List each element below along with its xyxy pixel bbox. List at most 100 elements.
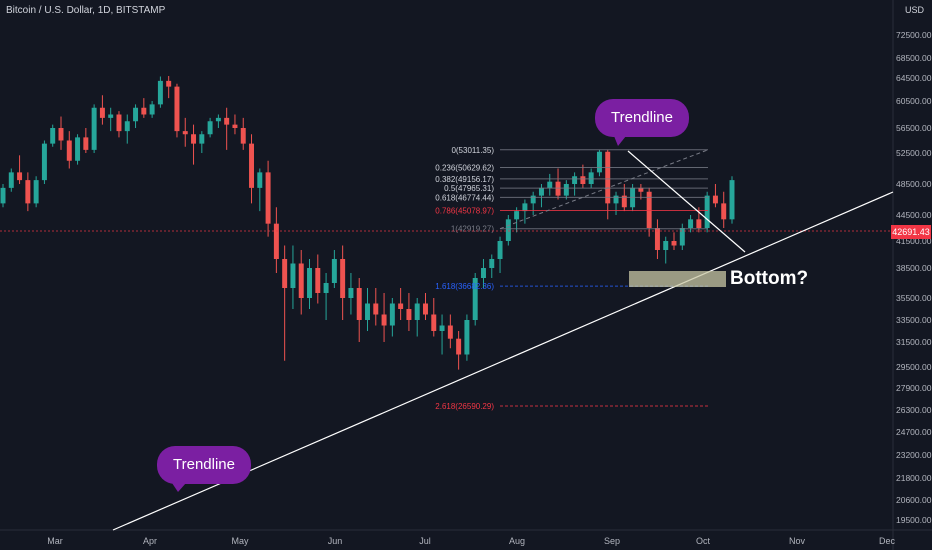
candle xyxy=(423,293,428,320)
candle xyxy=(215,114,221,128)
candle xyxy=(605,149,611,220)
candle xyxy=(25,172,31,212)
candle xyxy=(282,245,288,361)
chart-title: Bitcoin / U.S. Dollar, 1D, BITSTAMP xyxy=(6,5,166,16)
candle xyxy=(240,117,246,150)
bottom-zone xyxy=(629,271,726,287)
candle xyxy=(480,259,486,288)
candle xyxy=(538,184,544,208)
x-tick-label: Jun xyxy=(328,536,343,546)
candle xyxy=(315,254,321,304)
y-tick-label: 64500.00 xyxy=(896,73,932,83)
x-tick-label: Oct xyxy=(696,536,711,546)
candle xyxy=(298,250,304,315)
x-tick-label: Apr xyxy=(143,536,157,546)
candle xyxy=(704,191,710,233)
candle xyxy=(596,149,602,177)
y-tick-label: 24700.00 xyxy=(896,427,932,437)
candle xyxy=(166,76,172,99)
candle xyxy=(381,293,387,342)
fib-diagonal xyxy=(499,149,709,230)
price-axis: 72500.00 68500.00 64500.00 60500.00 56500.00… xyxy=(896,30,932,525)
y-tick-label: 48500.00 xyxy=(896,179,932,189)
x-tick-label: Dec xyxy=(879,536,896,546)
candle xyxy=(116,111,122,138)
candle xyxy=(323,273,329,320)
x-tick-label: Jul xyxy=(419,536,431,546)
candle xyxy=(431,298,437,337)
y-tick-label: 35500.00 xyxy=(896,293,932,303)
candle xyxy=(75,134,81,165)
candle xyxy=(721,191,727,228)
fib-level-label: 1.618(36682.36) xyxy=(435,282,494,291)
candle xyxy=(389,298,395,337)
y-tick-label: 41500.00 xyxy=(896,236,932,246)
candle xyxy=(356,278,362,342)
fib-level-label: 2.618(26590.29) xyxy=(435,402,494,411)
y-tick-label: 19500.00 xyxy=(896,515,932,525)
y-tick-label: 27900.00 xyxy=(896,383,932,393)
candle xyxy=(522,199,528,224)
candlestick-series xyxy=(0,76,735,370)
y-tick-label: 33500.00 xyxy=(896,315,932,325)
x-tick-label: Sep xyxy=(604,536,620,546)
candle xyxy=(555,168,561,200)
candle xyxy=(33,176,39,208)
y-tick-label: 60500.00 xyxy=(896,96,932,106)
candle xyxy=(58,116,64,150)
candle xyxy=(572,172,578,196)
candle xyxy=(373,288,379,326)
candle xyxy=(563,180,569,200)
candle xyxy=(489,254,495,278)
candle xyxy=(182,117,188,147)
candle xyxy=(0,184,6,208)
candle xyxy=(679,223,685,250)
candle xyxy=(439,314,445,355)
fib-level-label: 0.786(45078.97) xyxy=(435,207,494,216)
candle xyxy=(249,134,255,204)
y-tick-label: 26300.00 xyxy=(896,405,932,415)
candle xyxy=(547,173,553,196)
candle xyxy=(232,114,238,135)
x-tick-label: Mar xyxy=(47,536,63,546)
candle xyxy=(712,184,718,208)
candle xyxy=(588,168,594,188)
candle xyxy=(149,101,155,118)
candle xyxy=(8,168,14,192)
bottom-question-label: Bottom? xyxy=(730,268,809,289)
candle xyxy=(464,314,470,361)
candle xyxy=(414,298,420,337)
candle xyxy=(141,98,147,118)
candle xyxy=(17,155,23,184)
candle xyxy=(497,236,503,273)
trendline-callout-top: Trendline xyxy=(595,99,689,137)
y-tick-label: 31500.00 xyxy=(896,337,932,347)
candle xyxy=(530,191,536,215)
candle xyxy=(99,95,105,125)
resistance-trendline xyxy=(627,150,746,253)
candle xyxy=(406,293,412,331)
candle xyxy=(456,331,462,370)
y-tick-label: 72500.00 xyxy=(896,30,932,40)
fib-level-label: 0.382(49156.17) xyxy=(435,175,494,184)
candle xyxy=(671,232,677,250)
candle xyxy=(580,164,586,188)
candle xyxy=(290,245,296,309)
y-tick-label: 38500.00 xyxy=(896,263,932,273)
y-tick-label: 23200.00 xyxy=(896,450,932,460)
y-tick-label: 20600.00 xyxy=(896,495,932,505)
candle xyxy=(174,83,180,138)
candle xyxy=(663,236,669,264)
currency-label: USD xyxy=(904,5,924,15)
candle xyxy=(265,160,271,237)
x-tick-label: Nov xyxy=(789,536,806,546)
fib-level-label: 0.618(46774.44) xyxy=(435,193,494,202)
candle xyxy=(224,107,230,150)
candle xyxy=(505,215,511,246)
candle xyxy=(66,131,72,169)
fib-level-label: 1(42919.27) xyxy=(451,225,494,234)
candle xyxy=(157,76,163,108)
x-tick-label: May xyxy=(231,536,249,546)
candle xyxy=(124,114,130,144)
